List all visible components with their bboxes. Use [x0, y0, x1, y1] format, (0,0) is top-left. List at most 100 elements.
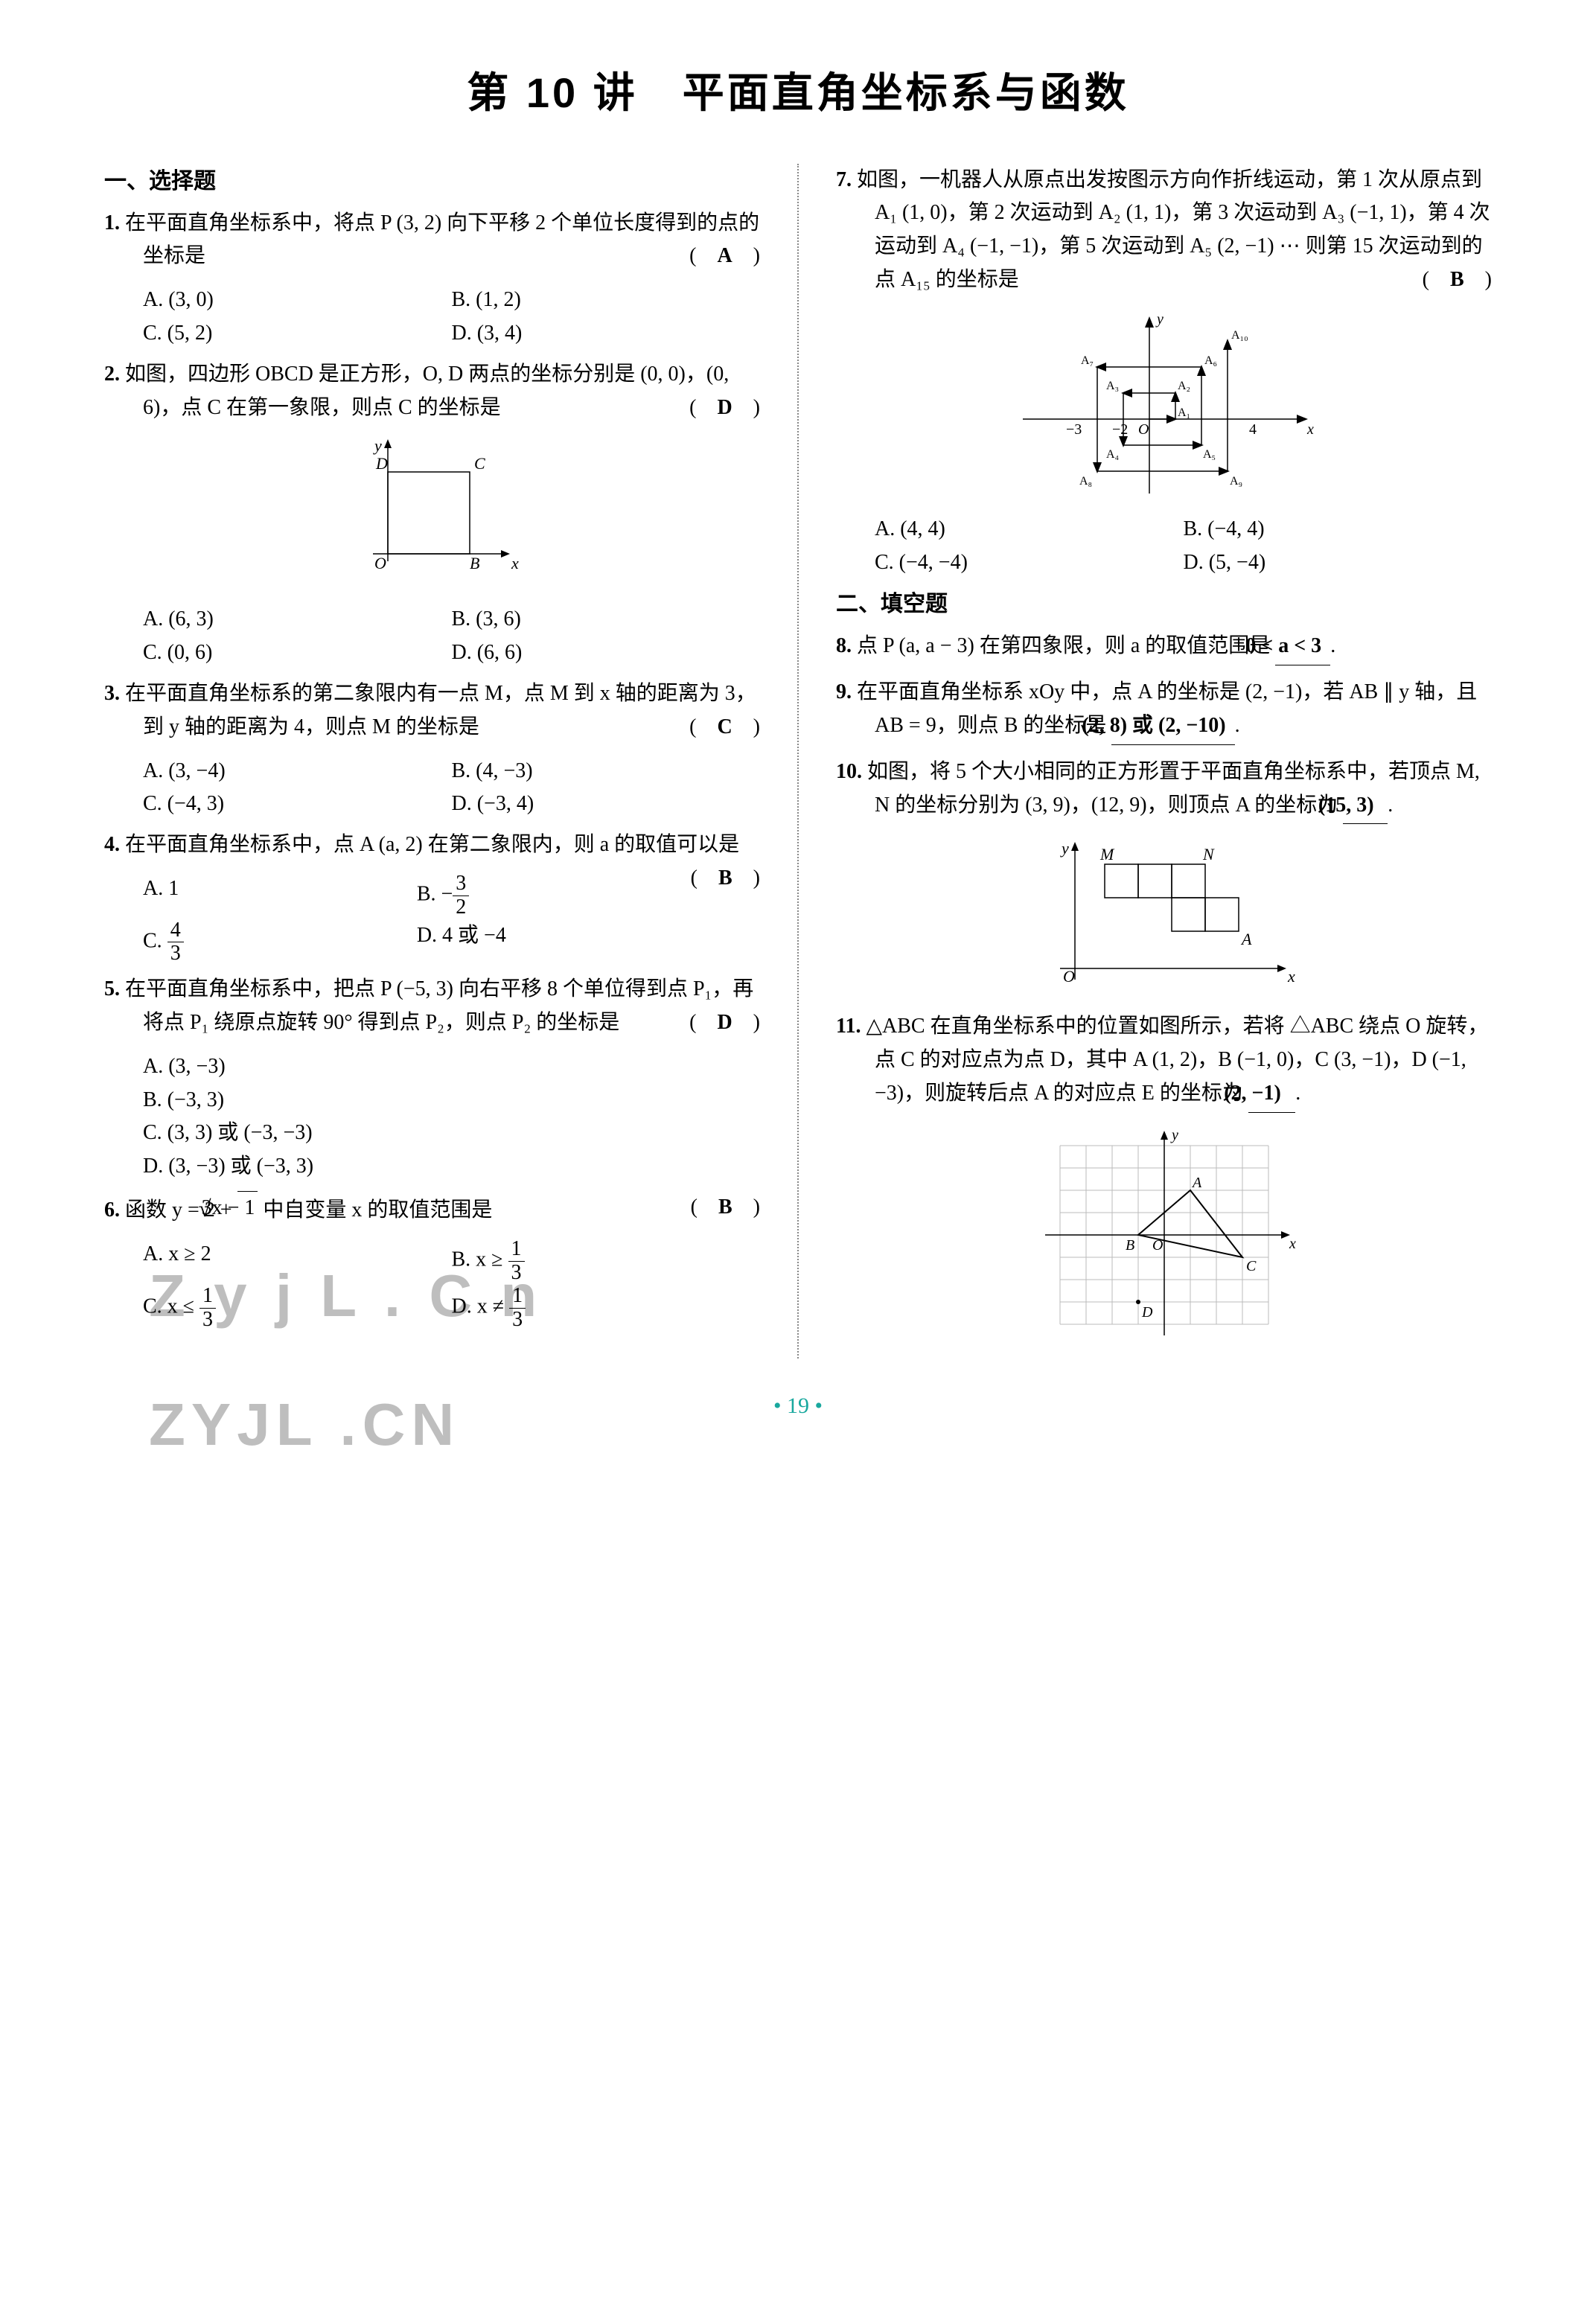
question-2: 2. 如图，四边形 OBCD 是正方形，O, D 两点的坐标分别是 (0, 0)…	[104, 358, 760, 425]
q3-opt-c: C. (−4, 3)	[143, 788, 452, 821]
svg-text:y: y	[1170, 1127, 1178, 1143]
svg-text:x: x	[511, 554, 519, 572]
svg-text:A₇: A₇	[1081, 354, 1094, 367]
q7-opt-a: A. (4, 4)	[875, 513, 1184, 546]
svg-text:x: x	[1289, 1236, 1296, 1252]
q7-number: 7.	[836, 168, 852, 191]
q6-text-post: 中自变量 x 的取值范围是	[258, 1198, 492, 1222]
q3-options: A. (3, −4) B. (4, −3) C. (−4, 3) D. (−3,…	[104, 755, 760, 822]
q7-svg: O −3 −2 4 x y A₁ A₂ A₃ A₄ A₅ A₆ A₇ A₈ A₉…	[1008, 307, 1321, 501]
svg-text:M: M	[1099, 845, 1115, 863]
q6-opt-a: A. x ≥ 2	[143, 1238, 452, 1285]
q11-svg: A B C D O x y	[1030, 1123, 1298, 1347]
question-4: 4. 在平面直角坐标系中，点 A (a, 2) 在第二象限内，则 a 的取值可以…	[104, 829, 760, 862]
q4-options: A. 1 B. −32 C. 43 D. 4 或 −4	[104, 872, 691, 965]
q10-svg: M N A O x y	[1030, 834, 1298, 998]
svg-text:x: x	[1287, 967, 1295, 986]
q1-opt-a: A. (3, 0)	[143, 284, 452, 317]
q10-figure: M N A O x y	[836, 834, 1492, 998]
q5-answer: ( D )	[689, 1006, 760, 1040]
q4-text: 在平面直角坐标系中，点 A (a, 2) 在第二象限内，则 a 的取值可以是	[125, 833, 739, 856]
q2-figure: D C O B x y	[104, 435, 760, 591]
svg-text:O: O	[1138, 421, 1149, 438]
svg-text:4: 4	[1249, 421, 1257, 438]
q6-options: A. x ≥ 2 B. x ≥ 13 C. x ≤ 13 D. x ≠ 13	[104, 1238, 760, 1331]
question-9: 9. 在平面直角坐标系 xOy 中，点 A 的坐标是 (2, −1)，若 AB …	[836, 676, 1492, 745]
q8-text: 点 P (a, a − 3) 在第四象限，则 a 的取值范围是	[857, 634, 1270, 657]
svg-text:y: y	[1060, 839, 1069, 858]
svg-text:B: B	[1126, 1237, 1134, 1254]
q6-opt-c: C. x ≤ 13	[143, 1285, 452, 1332]
svg-text:A: A	[1240, 930, 1252, 948]
q2-options: A. (6, 3) B. (3, 6) C. (0, 6) D. (6, 6)	[104, 603, 760, 670]
q9-blank: (2, 8) 或 (2, −10)	[1111, 709, 1234, 745]
section-2-heading: 二、填空题	[836, 587, 1492, 622]
q11-blank: (2, −1)	[1248, 1077, 1295, 1113]
q7-answer: ( B )	[1423, 264, 1492, 297]
q3-opt-a: A. (3, −4)	[143, 755, 452, 788]
q4-opt-b: B. −32	[417, 872, 691, 919]
q7-opt-d: D. (5, −4)	[1184, 546, 1493, 580]
q1-options: A. (3, 0) B. (1, 2) C. (5, 2) D. (3, 4)	[104, 284, 760, 351]
q11-text: △ABC 在直角坐标系中的位置如图所示，若将 △ABC 绕点 O 旋转，点 C …	[866, 1015, 1488, 1105]
q7-text: 如图，一机器人从原点出发按图示方向作折线运动，第 1 次从原点到 A₁ (1, …	[857, 168, 1490, 291]
q4-opt-a: A. 1	[143, 872, 417, 919]
q7-opt-c: C. (−4, −4)	[875, 546, 1184, 580]
svg-text:D: D	[375, 454, 388, 473]
q5-number: 5.	[104, 977, 120, 1000]
svg-text:y: y	[373, 436, 382, 455]
q6-number: 6.	[104, 1198, 120, 1222]
q7-opt-b: B. (−4, 4)	[1184, 513, 1493, 546]
q5-opt-d: D. (3, −3) 或 (−3, 3)	[143, 1150, 760, 1184]
svg-text:−2: −2	[1112, 421, 1128, 438]
svg-text:A₂: A₂	[1178, 380, 1190, 392]
section-1-heading: 一、选择题	[104, 164, 760, 199]
question-10: 10. 如图，将 5 个大小相同的正方形置于平面直角坐标系中，若顶点 M, N …	[836, 756, 1492, 825]
q10-blank: (15, 3)	[1343, 789, 1388, 825]
q3-opt-b: B. (4, −3)	[452, 755, 761, 788]
column-divider	[797, 164, 799, 1359]
page-number: • 19 •	[104, 1388, 1492, 1424]
svg-text:x: x	[1306, 421, 1314, 438]
q1-opt-c: C. (5, 2)	[143, 317, 452, 351]
svg-text:O: O	[374, 554, 386, 572]
question-1: 1. 在平面直角坐标系中，将点 P (3, 2) 向下平移 2 个单位长度得到的…	[104, 207, 760, 274]
svg-text:y: y	[1155, 311, 1164, 328]
q3-text: 在平面直角坐标系的第二象限内有一点 M，点 M 到 x 轴的距离为 3，到 y …	[125, 682, 756, 738]
q2-answer: ( D )	[689, 392, 760, 425]
q1-opt-b: B. (1, 2)	[452, 284, 761, 317]
q5-opt-a: A. (3, −3)	[143, 1050, 760, 1084]
svg-text:A: A	[1191, 1175, 1202, 1191]
right-column: 7. 如图，一机器人从原点出发按图示方向作折线运动，第 1 次从原点到 A₁ (…	[836, 164, 1492, 1359]
q6-answer: ( B )	[691, 1191, 760, 1225]
svg-text:A₅: A₅	[1203, 448, 1216, 461]
question-6: 6. 函数 y = 2 + √3x − 1 中自变量 x 的取值范围是 ( B …	[104, 1191, 760, 1227]
q11-figure: A B C D O x y	[836, 1123, 1492, 1347]
q8-blank: 0 < a < 3	[1275, 630, 1330, 665]
q4-answer: ( B )	[691, 862, 760, 895]
q1-number: 1.	[104, 211, 120, 234]
q2-text: 如图，四边形 OBCD 是正方形，O, D 两点的坐标分别是 (0, 0)，(0…	[125, 363, 729, 419]
svg-text:B: B	[470, 554, 479, 572]
svg-text:N: N	[1202, 845, 1215, 863]
q2-opt-d: D. (6, 6)	[452, 636, 761, 670]
q1-text: 在平面直角坐标系中，将点 P (3, 2) 向下平移 2 个单位长度得到的点的坐…	[125, 211, 759, 268]
svg-text:−3: −3	[1066, 421, 1082, 438]
svg-text:C: C	[1246, 1258, 1257, 1274]
q3-answer: ( C )	[689, 711, 760, 744]
svg-text:D: D	[1141, 1304, 1153, 1321]
q4-opt-c: C. 43	[143, 919, 417, 966]
q1-opt-d: D. (3, 4)	[452, 317, 761, 351]
q7-options: A. (4, 4) B. (−4, 4) C. (−4, −4) D. (5, …	[836, 513, 1492, 580]
q5-opt-b: B. (−3, 3)	[143, 1084, 760, 1117]
q5-options: A. (3, −3) B. (−3, 3) C. (3, 3) 或 (−3, −…	[104, 1050, 760, 1184]
q3-number: 3.	[104, 682, 120, 705]
svg-text:A₄: A₄	[1106, 448, 1120, 461]
q11-number: 11.	[836, 1015, 861, 1038]
svg-text:A₁: A₁	[1178, 406, 1190, 419]
q5-opt-c: C. (3, 3) 或 (−3, −3)	[143, 1117, 760, 1150]
left-column: 一、选择题 1. 在平面直角坐标系中，将点 P (3, 2) 向下平移 2 个单…	[104, 164, 760, 1359]
q10-number: 10.	[836, 760, 862, 783]
q4-number: 4.	[104, 833, 120, 856]
question-8: 8. 点 P (a, a − 3) 在第四象限，则 a 的取值范围是 0 < a…	[836, 630, 1492, 665]
